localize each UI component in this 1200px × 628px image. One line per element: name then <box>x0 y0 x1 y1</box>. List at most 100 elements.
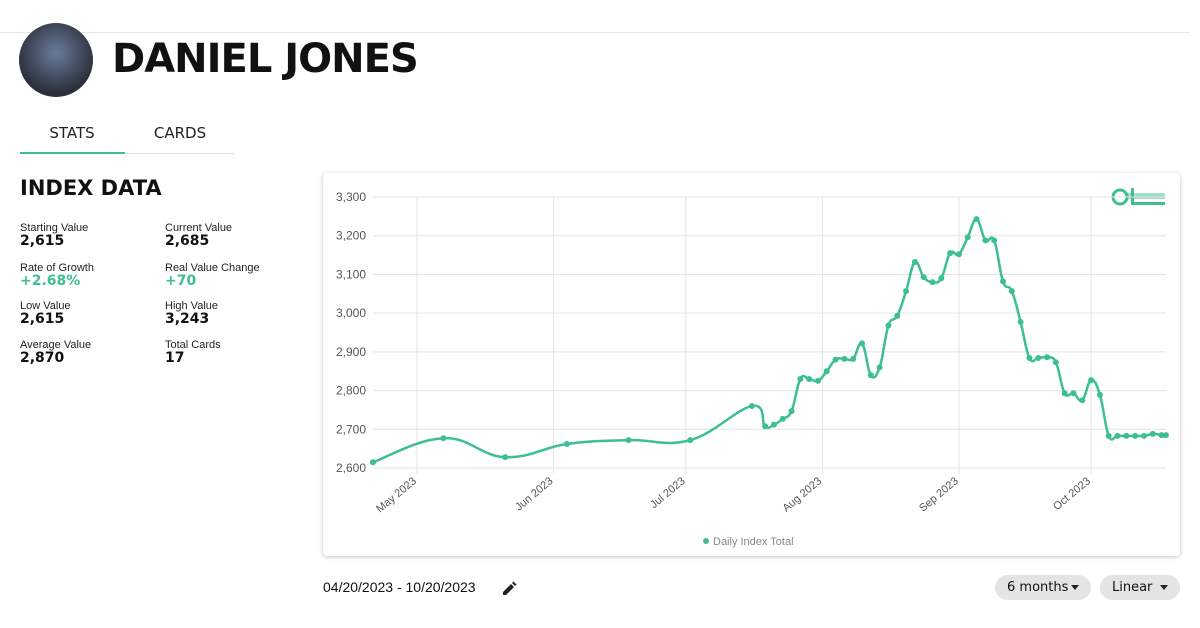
data-point <box>1061 390 1068 397</box>
data-point <box>1163 432 1169 439</box>
stat-value: 2,615 <box>20 311 65 327</box>
y-tick-label: 3,000 <box>336 306 366 320</box>
tab-rule <box>20 153 235 154</box>
data-point <box>1070 390 1077 397</box>
data-point <box>797 375 804 382</box>
stat-label: Current Value <box>165 222 233 234</box>
legend-label: Daily Index Total <box>713 536 794 548</box>
data-point <box>687 437 694 444</box>
data-point <box>1044 354 1051 361</box>
data-point <box>814 377 821 384</box>
data-point <box>1114 432 1121 439</box>
data-point <box>1158 432 1165 439</box>
stat-value: 2,870 <box>20 350 65 366</box>
data-point <box>850 355 857 362</box>
stat: Starting Value 2,615 <box>20 222 160 248</box>
data-point <box>832 356 839 363</box>
data-point <box>788 408 795 415</box>
data-point <box>762 423 769 430</box>
data-point <box>1096 391 1103 398</box>
data-point <box>1026 355 1033 362</box>
stat: High Value 3,243 <box>165 300 305 326</box>
y-tick-label: 3,200 <box>336 229 366 243</box>
y-tick-label: 2,700 <box>336 422 366 436</box>
data-point <box>999 278 1006 285</box>
data-point <box>885 322 892 329</box>
stat-label: Starting Value <box>20 222 89 234</box>
y-tick-label: 2,600 <box>336 461 366 475</box>
stat-label: Low Value <box>20 300 71 312</box>
data-point <box>841 355 848 362</box>
stat: Real Value Change +70 <box>165 262 305 288</box>
data-point <box>1008 288 1015 295</box>
tab-indicator <box>20 152 125 154</box>
data-point <box>823 368 830 375</box>
y-tick-label: 2,800 <box>336 384 366 398</box>
tab[interactable]: CARDS <box>153 124 207 142</box>
data-point <box>1052 359 1059 366</box>
data-point <box>1140 432 1147 439</box>
stat-label: High Value <box>165 300 218 312</box>
stat-value: 2,615 <box>20 233 65 249</box>
x-tick-label: Aug 2023 <box>780 475 824 514</box>
data-point <box>779 415 786 422</box>
data-point <box>440 435 447 442</box>
data-point <box>991 237 998 244</box>
x-tick-label: Oct 2023 <box>1051 475 1093 513</box>
data-point <box>1149 430 1156 437</box>
edit-icon[interactable] <box>500 580 518 598</box>
data-point <box>903 288 910 295</box>
data-point <box>748 403 755 410</box>
x-tick-label: May 2023 <box>374 475 419 515</box>
y-tick-label: 3,300 <box>336 190 366 204</box>
data-point <box>1123 432 1130 439</box>
stat-value: 3,243 <box>165 311 210 327</box>
section-title: INDEX DATA <box>20 176 162 200</box>
date-range: 04/20/2023 - 10/20/2023 <box>323 579 476 595</box>
avatar <box>19 23 93 97</box>
x-tick-label: Sep 2023 <box>917 475 961 514</box>
chart-card <box>323 173 1180 556</box>
top-divider <box>0 32 1190 33</box>
stat: Low Value 2,615 <box>20 300 160 326</box>
data-point <box>1105 432 1112 439</box>
x-tick-label: Jul 2023 <box>648 475 688 511</box>
data-point <box>938 275 945 282</box>
data-point <box>894 312 901 319</box>
data-point <box>947 250 954 257</box>
data-point <box>806 375 813 382</box>
stat-value: +70 <box>165 273 197 289</box>
tab[interactable]: STATS <box>49 124 95 142</box>
data-point <box>1035 355 1042 362</box>
stat-value: 17 <box>165 350 185 366</box>
data-point <box>929 279 936 286</box>
data-point <box>859 340 866 347</box>
data-point <box>973 216 980 223</box>
stat: Total Cards 17 <box>165 339 305 365</box>
stat-label: Real Value Change <box>165 262 260 274</box>
stat-value: 2,685 <box>165 233 210 249</box>
scale-label: Linear <box>1112 580 1153 595</box>
data-point <box>563 440 570 447</box>
data-point <box>876 364 883 371</box>
data-point <box>370 459 376 466</box>
y-tick-label: 3,100 <box>336 267 366 281</box>
period-label: 6 months <box>1007 580 1069 595</box>
stat-label: Rate of Growth <box>20 262 94 274</box>
period-select[interactable]: 6 months <box>995 575 1091 600</box>
scale-select[interactable]: Linear <box>1100 575 1180 600</box>
data-point <box>1079 397 1086 404</box>
stat: Rate of Growth +2.68% <box>20 262 160 288</box>
data-point <box>911 259 918 266</box>
data-line <box>372 217 1167 464</box>
data-point <box>955 251 962 258</box>
data-point <box>625 437 632 444</box>
player-name: DANIEL JONES <box>112 36 419 82</box>
data-point <box>867 372 874 379</box>
data-point <box>920 274 927 281</box>
stat: Average Value 2,870 <box>20 339 160 365</box>
stat-label: Average Value <box>20 339 92 351</box>
data-point <box>1132 432 1139 439</box>
